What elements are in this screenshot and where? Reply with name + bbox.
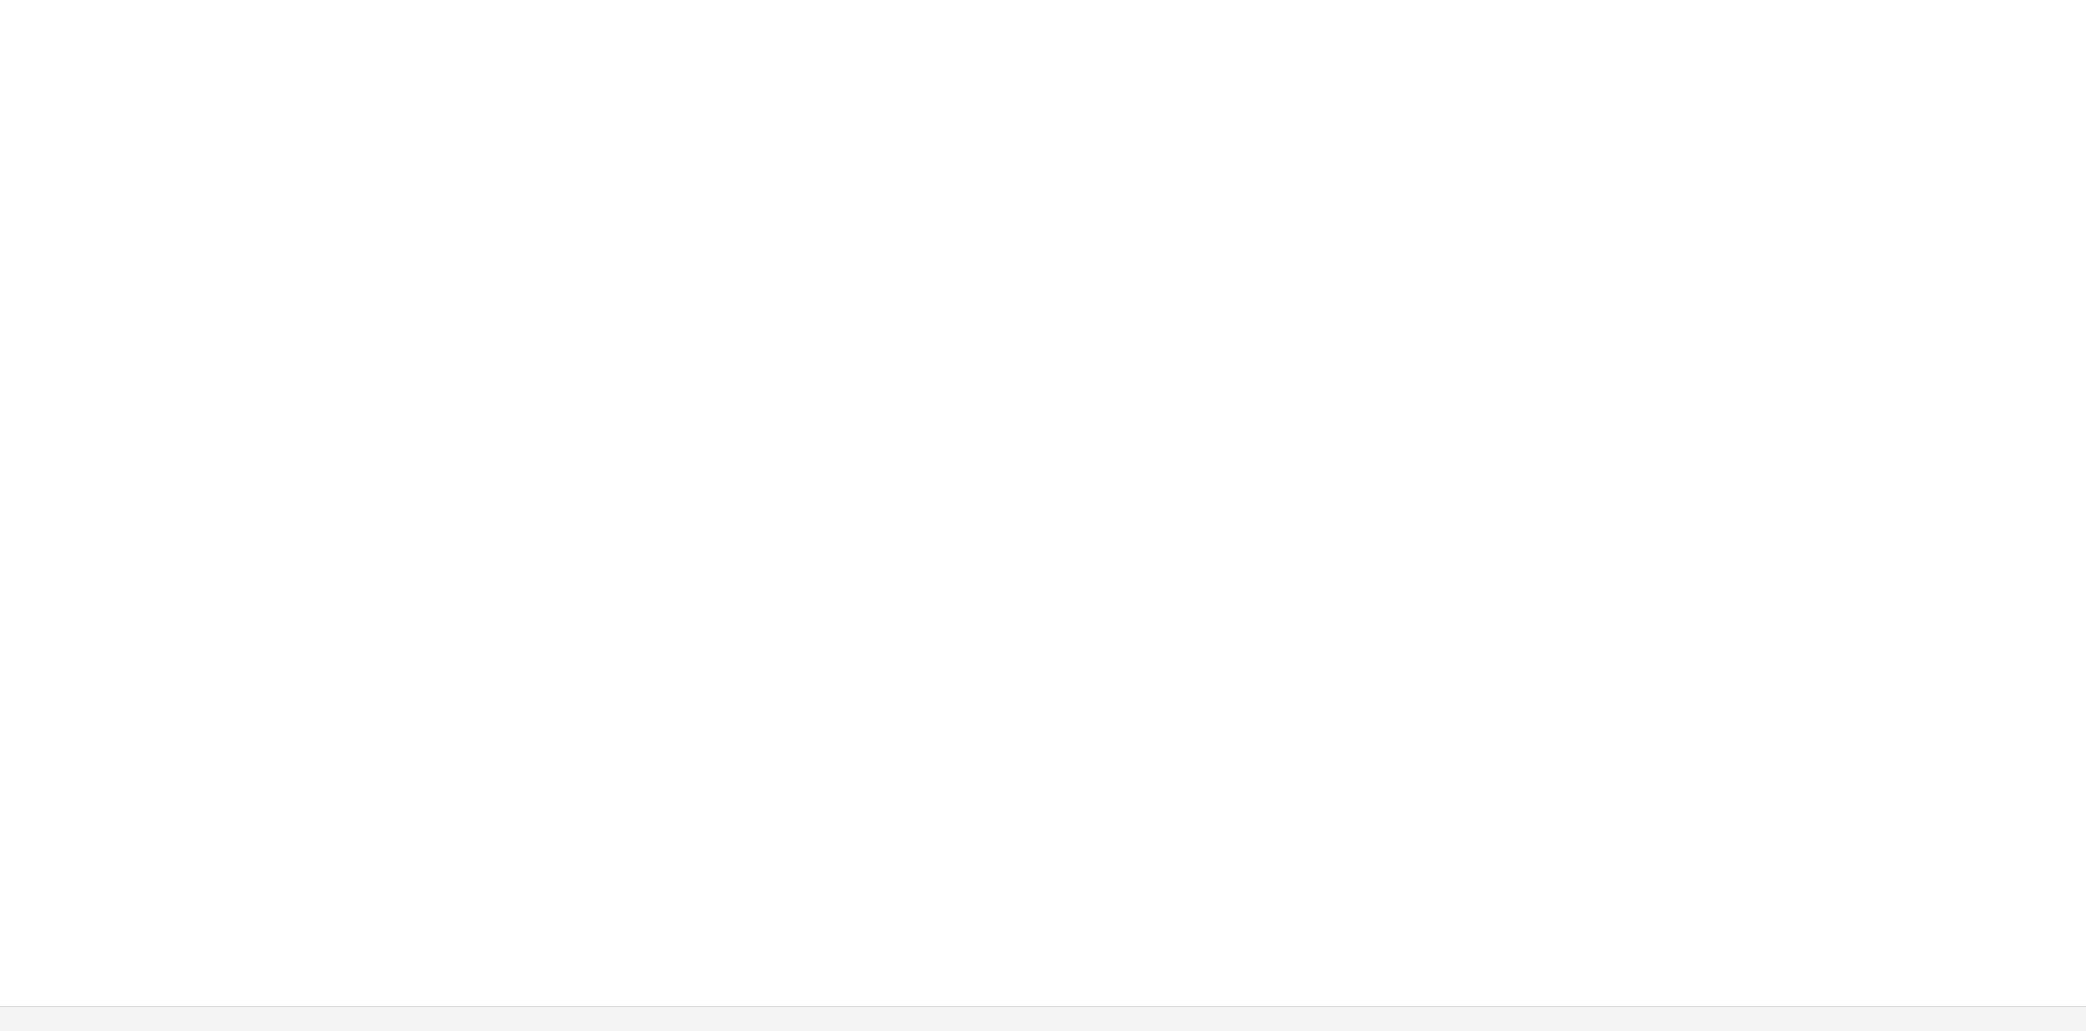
orange-accent-right-strip [2073, 57, 2086, 1031]
bottom-divider [0, 1006, 2086, 1007]
bottom-band [0, 1007, 2086, 1031]
orange-accent-bottom-left [0, 1022, 68, 1031]
